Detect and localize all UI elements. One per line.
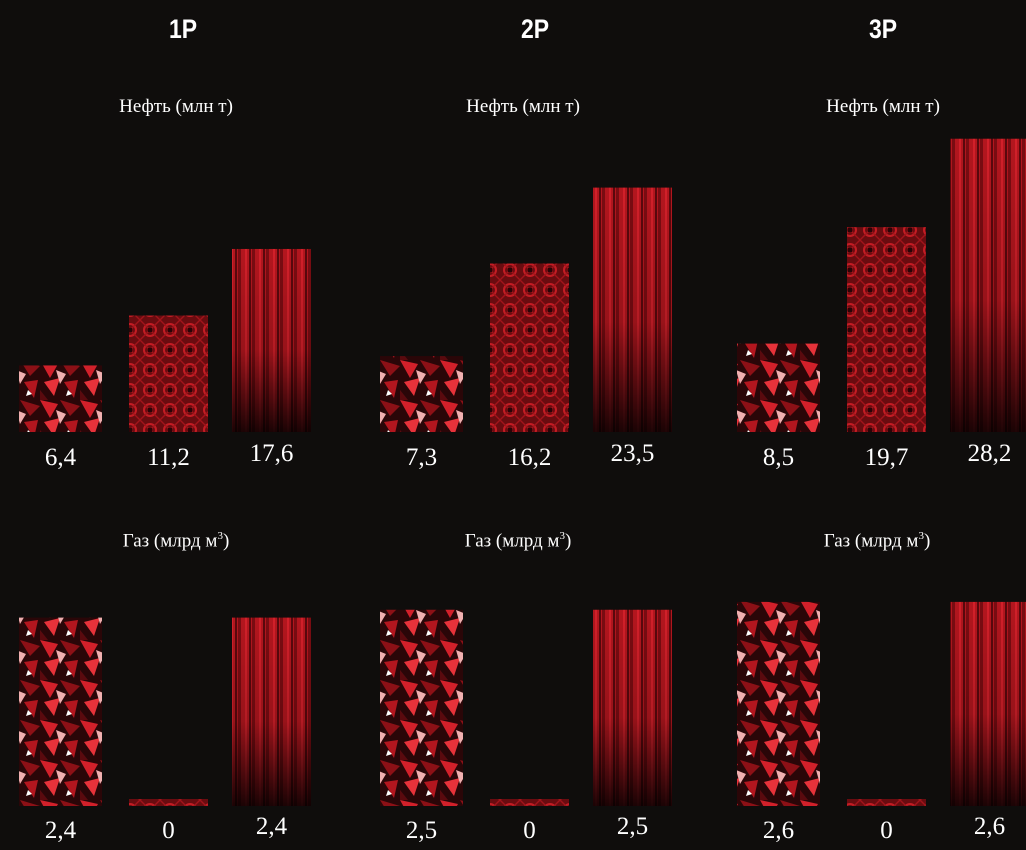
value-label-oil-1p-1: 6,4 xyxy=(44,444,77,471)
value-label-oil-3p-3: 28,2 xyxy=(967,440,1012,467)
value-label-oil-2p-3: 23,5 xyxy=(610,440,655,467)
value-label-gas-2p-2: 0 xyxy=(523,817,536,844)
value-label-oil-3p-2: 19,7 xyxy=(864,444,909,471)
value-label-gas-1p-3: 2,4 xyxy=(255,813,288,840)
bar-gas-1p-2 xyxy=(129,799,208,806)
gas-panel-title-2p: Газ (млрд м3) xyxy=(464,530,572,552)
oil-panel-title-2p: Нефть (млн т) xyxy=(466,96,580,117)
value-label-oil-3p-1: 8,5 xyxy=(762,444,795,471)
value-label-gas-3p-2: 0 xyxy=(880,817,893,844)
oil-panel-title-1p: Нефть (млн т) xyxy=(119,96,233,117)
group-title-1p: 1P xyxy=(168,14,198,44)
bar-oil-3p-3 xyxy=(950,138,1026,432)
value-label-oil-1p-2: 11,2 xyxy=(147,444,190,471)
bar-oil-3p-2 xyxy=(847,227,926,432)
gas-title-superscript: 3 xyxy=(918,530,924,542)
value-label-gas-3p-1: 2,6 xyxy=(762,817,795,844)
gas-title-superscript: 3 xyxy=(217,530,223,542)
bar-gas-3p-3 xyxy=(950,601,1026,806)
group-title-3p: 3P xyxy=(868,14,898,44)
gas-panel-title-3p: Газ (млрд м3) xyxy=(823,530,931,552)
oil-panel-title-3p: Нефть (млн т) xyxy=(826,96,940,117)
bar-gas-2p-3 xyxy=(593,609,672,806)
value-label-gas-1p-2: 0 xyxy=(162,817,175,844)
bar-gas-1p-1 xyxy=(19,617,102,806)
gas-title-superscript: 3 xyxy=(559,530,565,542)
bar-oil-1p-1 xyxy=(19,365,102,432)
bar-gas-3p-1 xyxy=(737,601,820,806)
bar-oil-2p-1 xyxy=(380,356,463,432)
value-label-gas-1p-1: 2,4 xyxy=(44,817,77,844)
gas-panel-title-1p: Газ (млрд м3) xyxy=(122,530,230,552)
value-label-gas-2p-3: 2,5 xyxy=(616,813,649,840)
group-title-2p: 2P xyxy=(520,14,550,44)
value-label-gas-2p-1: 2,5 xyxy=(405,817,438,844)
bar-gas-2p-1 xyxy=(380,609,463,806)
bar-oil-2p-2 xyxy=(490,263,569,432)
bar-oil-1p-3 xyxy=(232,248,311,432)
value-label-gas-3p-3: 2,6 xyxy=(973,813,1006,840)
value-label-oil-2p-1: 7,3 xyxy=(405,444,438,471)
bar-gas-1p-3 xyxy=(232,617,311,806)
bar-gas-2p-2 xyxy=(490,799,569,806)
bar-oil-2p-3 xyxy=(593,187,672,432)
value-label-oil-2p-2: 16,2 xyxy=(507,444,552,471)
bar-gas-3p-2 xyxy=(847,799,926,806)
bar-oil-3p-1 xyxy=(737,343,820,432)
bar-oil-1p-2 xyxy=(129,315,208,432)
value-label-oil-1p-3: 17,6 xyxy=(249,440,294,467)
